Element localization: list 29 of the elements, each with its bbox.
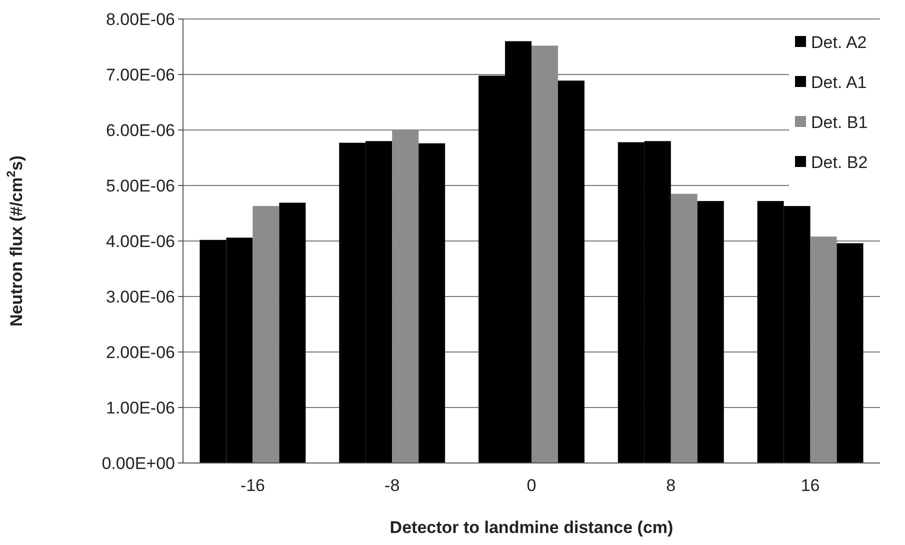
x-axis-title: Detector to landmine distance (cm) bbox=[390, 518, 674, 537]
bar bbox=[558, 80, 584, 463]
x-tick-label: 16 bbox=[800, 476, 820, 495]
x-tick-label: -16 bbox=[240, 476, 265, 495]
bar bbox=[532, 46, 558, 463]
bar bbox=[418, 143, 446, 463]
bar bbox=[392, 130, 419, 463]
x-tick-label: -8 bbox=[384, 476, 400, 495]
bar bbox=[252, 206, 280, 463]
y-tick-label: 5.00E-06 bbox=[106, 176, 175, 196]
legend-label: Det. A1 bbox=[811, 72, 867, 92]
y-tick-label: 7.00E-06 bbox=[106, 65, 175, 84]
bar bbox=[279, 202, 306, 463]
y-tick-label: 0.00E+00 bbox=[102, 454, 175, 473]
y-tick-label: 6.00E-06 bbox=[106, 120, 175, 140]
bar bbox=[810, 236, 837, 463]
bar bbox=[670, 194, 698, 463]
legend-label: Det. B2 bbox=[811, 152, 868, 172]
x-tick-label: 8 bbox=[666, 476, 676, 495]
y-tick-label: 3.00E-06 bbox=[106, 287, 175, 306]
legend-label: Det. A2 bbox=[811, 32, 867, 52]
legend-label: Det. B1 bbox=[811, 112, 868, 132]
bar bbox=[697, 201, 724, 463]
y-tick-label: 4.00E-06 bbox=[106, 232, 175, 251]
x-tick-label: 0 bbox=[526, 476, 536, 495]
bar bbox=[836, 243, 864, 463]
y-tick-label: 8.00E-06 bbox=[106, 10, 175, 29]
y-tick-label: 1.00E-06 bbox=[106, 398, 175, 418]
y-tick-label: 2.00E-06 bbox=[106, 342, 175, 362]
